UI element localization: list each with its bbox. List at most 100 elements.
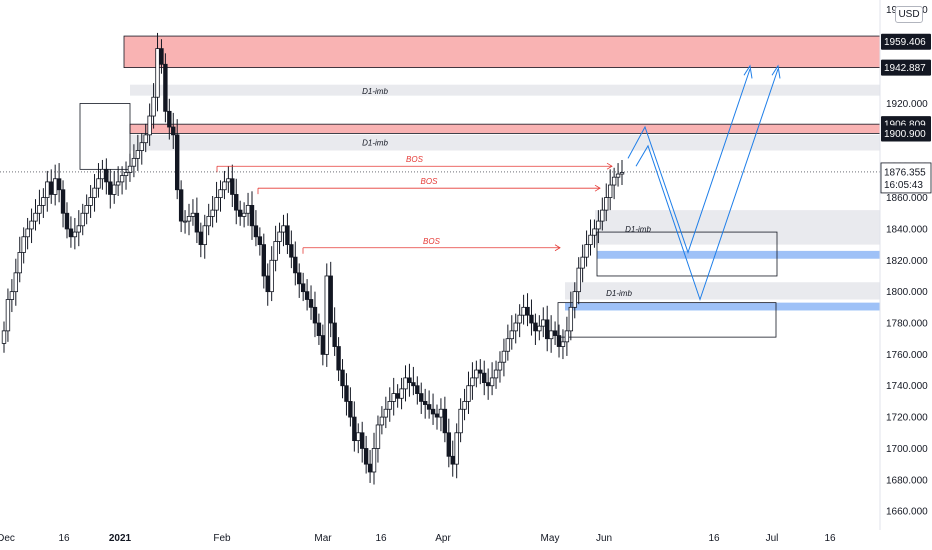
- zone-label: D1-imb: [625, 225, 651, 234]
- candle-body: [521, 306, 526, 316]
- candle: [600, 197, 605, 231]
- candle-body: [529, 314, 534, 324]
- candle-body: [186, 215, 192, 222]
- candle: [489, 362, 495, 396]
- price-axis[interactable]: 1980.0001960.0001940.0001920.0001900.000…: [879, 0, 932, 530]
- candle-body: [525, 306, 530, 316]
- candle-body: [261, 244, 266, 277]
- order-block-1: [596, 231, 778, 277]
- candle: [147, 103, 152, 146]
- candle: [403, 365, 408, 402]
- candle-body: [174, 134, 180, 191]
- candle: [541, 307, 546, 338]
- bos-label: BOS: [423, 237, 441, 246]
- candle: [289, 230, 294, 269]
- candle: [100, 159, 105, 190]
- projection-path-2: [635, 68, 779, 302]
- candle-body: [100, 168, 105, 180]
- candle-body: [407, 377, 412, 384]
- candle: [360, 421, 365, 463]
- candle: [454, 423, 459, 479]
- candle-body: [60, 189, 66, 214]
- candle: [592, 219, 597, 248]
- candle-body: [37, 205, 42, 214]
- time-tick-label: 2021: [109, 533, 132, 544]
- candle: [419, 382, 424, 414]
- candle-body: [139, 142, 144, 151]
- candle: [186, 203, 192, 236]
- candle-body: [131, 157, 137, 167]
- candle: [316, 313, 322, 345]
- candle: [458, 398, 463, 443]
- candle-body: [210, 209, 215, 217]
- candle: [438, 398, 444, 432]
- candle: [300, 272, 306, 302]
- candle: [96, 163, 101, 198]
- candle: [607, 169, 613, 211]
- candle: [151, 83, 156, 129]
- candle: [230, 164, 235, 207]
- candle: [139, 133, 144, 165]
- candle: [135, 134, 141, 171]
- candle-body: [379, 416, 385, 426]
- candle-body: [88, 197, 93, 206]
- candle: [56, 163, 62, 203]
- candle: [281, 214, 286, 247]
- candle-body: [92, 187, 97, 198]
- demand-line-2: [565, 302, 880, 311]
- candle-body: [151, 96, 156, 117]
- candle-body: [119, 175, 125, 183]
- candle-body: [501, 350, 507, 363]
- candle: [261, 233, 266, 289]
- candle: [123, 161, 129, 190]
- candle-body: [9, 291, 15, 300]
- bos-arrow: [606, 162, 613, 170]
- candle-body: [135, 150, 141, 159]
- candle: [308, 285, 314, 320]
- candle-body: [548, 330, 554, 340]
- candle-body: [171, 126, 176, 136]
- candle: [155, 32, 160, 112]
- candle: [245, 192, 251, 226]
- candle: [328, 261, 333, 338]
- countdown-label: 16:05:43: [884, 180, 923, 191]
- candle: [234, 178, 239, 225]
- time-axis[interactable]: Dec 16 2021 Feb Mar 16 Apr May Jun 16 Jul 16: [0, 533, 836, 544]
- price-tick-label: 1680.000: [886, 475, 928, 486]
- current-price-box: [880, 162, 932, 194]
- price-tick-label: 1760.000: [886, 350, 928, 361]
- time-tick-label: 16: [58, 533, 70, 544]
- candle: [344, 373, 349, 416]
- candle-body: [33, 212, 38, 222]
- candle: [548, 315, 554, 353]
- candle-body: [513, 322, 518, 332]
- time-tick-label: Jul: [766, 533, 779, 544]
- candle-body: [517, 314, 522, 324]
- candle-body: [72, 231, 78, 238]
- candle-body: [560, 341, 566, 347]
- candle: [450, 440, 455, 477]
- candle-body: [615, 173, 621, 178]
- candle-body: [214, 197, 219, 211]
- level-label: 1900.900: [884, 129, 926, 140]
- candle: [517, 304, 522, 338]
- candle-body: [285, 225, 290, 246]
- candle: [352, 401, 357, 452]
- candle: [580, 244, 585, 283]
- candle-body: [316, 322, 322, 336]
- zones-layer: [79, 35, 881, 338]
- candle-body: [328, 275, 333, 324]
- candle: [422, 388, 428, 419]
- candle-body: [155, 48, 160, 98]
- candle-body: [415, 385, 420, 394]
- currency-badge[interactable]: USD: [895, 6, 923, 23]
- candle: [485, 368, 491, 400]
- candle: [509, 315, 514, 350]
- imbalance-zone-1: [130, 84, 880, 96]
- candle-body: [383, 408, 389, 418]
- candle: [533, 313, 538, 345]
- currency-label: USD: [898, 9, 920, 20]
- candle-body: [485, 382, 491, 387]
- candle: [226, 166, 231, 193]
